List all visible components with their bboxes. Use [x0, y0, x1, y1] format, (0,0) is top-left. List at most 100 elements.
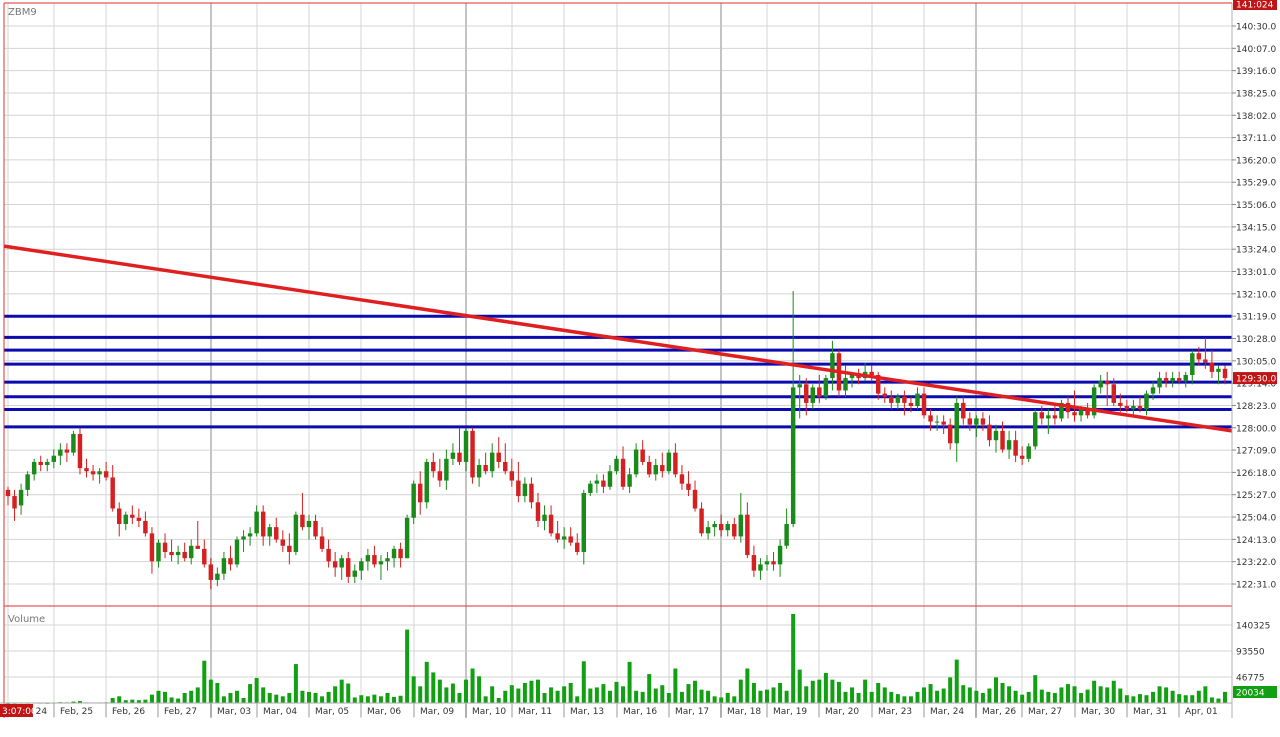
- volume-bar: [477, 676, 482, 703]
- volume-bar: [1209, 697, 1214, 703]
- candle-body: [817, 387, 822, 397]
- volume-bar: [823, 672, 828, 703]
- candle-body: [424, 461, 429, 503]
- candle-body: [594, 480, 600, 484]
- candle-body: [306, 520, 312, 528]
- price-tick-label: 140:30.0: [1236, 23, 1277, 33]
- candle-body: [313, 520, 318, 537]
- volume-bar: [1007, 686, 1012, 703]
- candle-body: [575, 542, 580, 552]
- volume-bar: [522, 682, 527, 703]
- candle-body: [339, 558, 344, 568]
- volume-bar: [810, 680, 815, 703]
- candle-body: [483, 465, 488, 472]
- candle-body: [902, 396, 907, 403]
- volume-bar: [431, 672, 436, 703]
- volume-bar: [673, 668, 678, 703]
- candle-body: [391, 548, 397, 559]
- volume-bar: [686, 684, 691, 703]
- volume-bar: [143, 699, 148, 703]
- volume-bar: [993, 677, 998, 703]
- candle-body: [457, 452, 462, 462]
- volume-bar: [908, 696, 913, 703]
- candle-body: [404, 517, 410, 559]
- volume-bar: [1131, 696, 1136, 703]
- volume-bar: [418, 686, 423, 703]
- date-tick-label: Mar, 19: [773, 707, 807, 717]
- volume-bar: [706, 690, 711, 703]
- candle-body: [784, 524, 789, 546]
- candle-body: [149, 533, 155, 562]
- volume-bar: [130, 699, 135, 703]
- candle-body: [1006, 440, 1012, 450]
- volume-bar: [176, 698, 181, 703]
- volume-bar: [1026, 691, 1031, 703]
- candle-body: [673, 452, 678, 475]
- volume-bar: [450, 683, 455, 703]
- volume-bar: [1144, 695, 1149, 703]
- candle-body: [97, 471, 102, 475]
- candle-body: [130, 514, 135, 518]
- candle-body: [352, 570, 358, 577]
- candle-body: [823, 378, 829, 397]
- candle-body: [1098, 381, 1103, 388]
- volume-bar: [261, 687, 266, 703]
- volume-bar: [1203, 686, 1208, 703]
- candle-body: [908, 402, 914, 407]
- price-tick-label: 136:20.0: [1236, 156, 1277, 166]
- volume-bar: [922, 687, 927, 703]
- volume-bar: [496, 697, 501, 703]
- candle-body: [169, 551, 174, 556]
- date-tick-label: Mar, 09: [420, 707, 454, 717]
- volume-bar: [346, 683, 351, 703]
- volume-bar: [653, 688, 658, 703]
- volume-bar: [935, 690, 940, 703]
- candle-body: [437, 471, 443, 481]
- volume-bar: [378, 696, 383, 703]
- date-tick-label: Mar, 04: [263, 707, 297, 717]
- volume-bar: [1137, 694, 1142, 703]
- candle-body: [274, 527, 279, 540]
- candle-body: [810, 387, 816, 403]
- volume-bar: [293, 664, 298, 703]
- candle-body: [319, 536, 325, 549]
- candle-body: [882, 393, 887, 397]
- date-tick-label: Mar, 10: [472, 707, 506, 717]
- candle-body: [267, 527, 272, 537]
- volume-bar: [895, 694, 900, 703]
- candle-body: [928, 415, 933, 422]
- volume-bar: [163, 691, 168, 703]
- volume-bar: [725, 692, 730, 703]
- candle-body: [1013, 440, 1018, 456]
- date-tick-label: Feb, 25: [60, 707, 93, 717]
- top-price-tag: 141:024: [1236, 1, 1274, 11]
- volume-bar: [954, 659, 959, 703]
- volume-bar: [339, 679, 344, 703]
- price-tick-label: 137:11.0: [1236, 134, 1277, 144]
- volume-bar: [1118, 688, 1123, 703]
- volume-bar: [352, 697, 357, 703]
- candle-body: [260, 511, 266, 537]
- candle-body: [934, 421, 940, 423]
- volume-bar: [392, 696, 397, 703]
- candle-body: [516, 480, 521, 497]
- candle-body: [790, 387, 796, 525]
- candle-body: [732, 524, 737, 537]
- volume-bar: [627, 661, 632, 703]
- candle-body: [751, 555, 757, 571]
- price-tick-label: 127:09.0: [1236, 447, 1277, 457]
- candle-body: [607, 471, 613, 487]
- candle-body: [1072, 412, 1077, 416]
- candle-body: [718, 524, 724, 531]
- candle-body: [1190, 353, 1195, 375]
- volume-bar: [745, 668, 750, 703]
- candle-body: [489, 452, 495, 472]
- volume-bar: [948, 677, 953, 703]
- volume-bar: [1065, 684, 1070, 703]
- candle-body: [764, 561, 770, 565]
- candles-layer: [5, 291, 1228, 590]
- volume-bar: [568, 682, 573, 703]
- date-tick-label: Feb, 26: [112, 707, 145, 717]
- candle-body: [954, 402, 959, 444]
